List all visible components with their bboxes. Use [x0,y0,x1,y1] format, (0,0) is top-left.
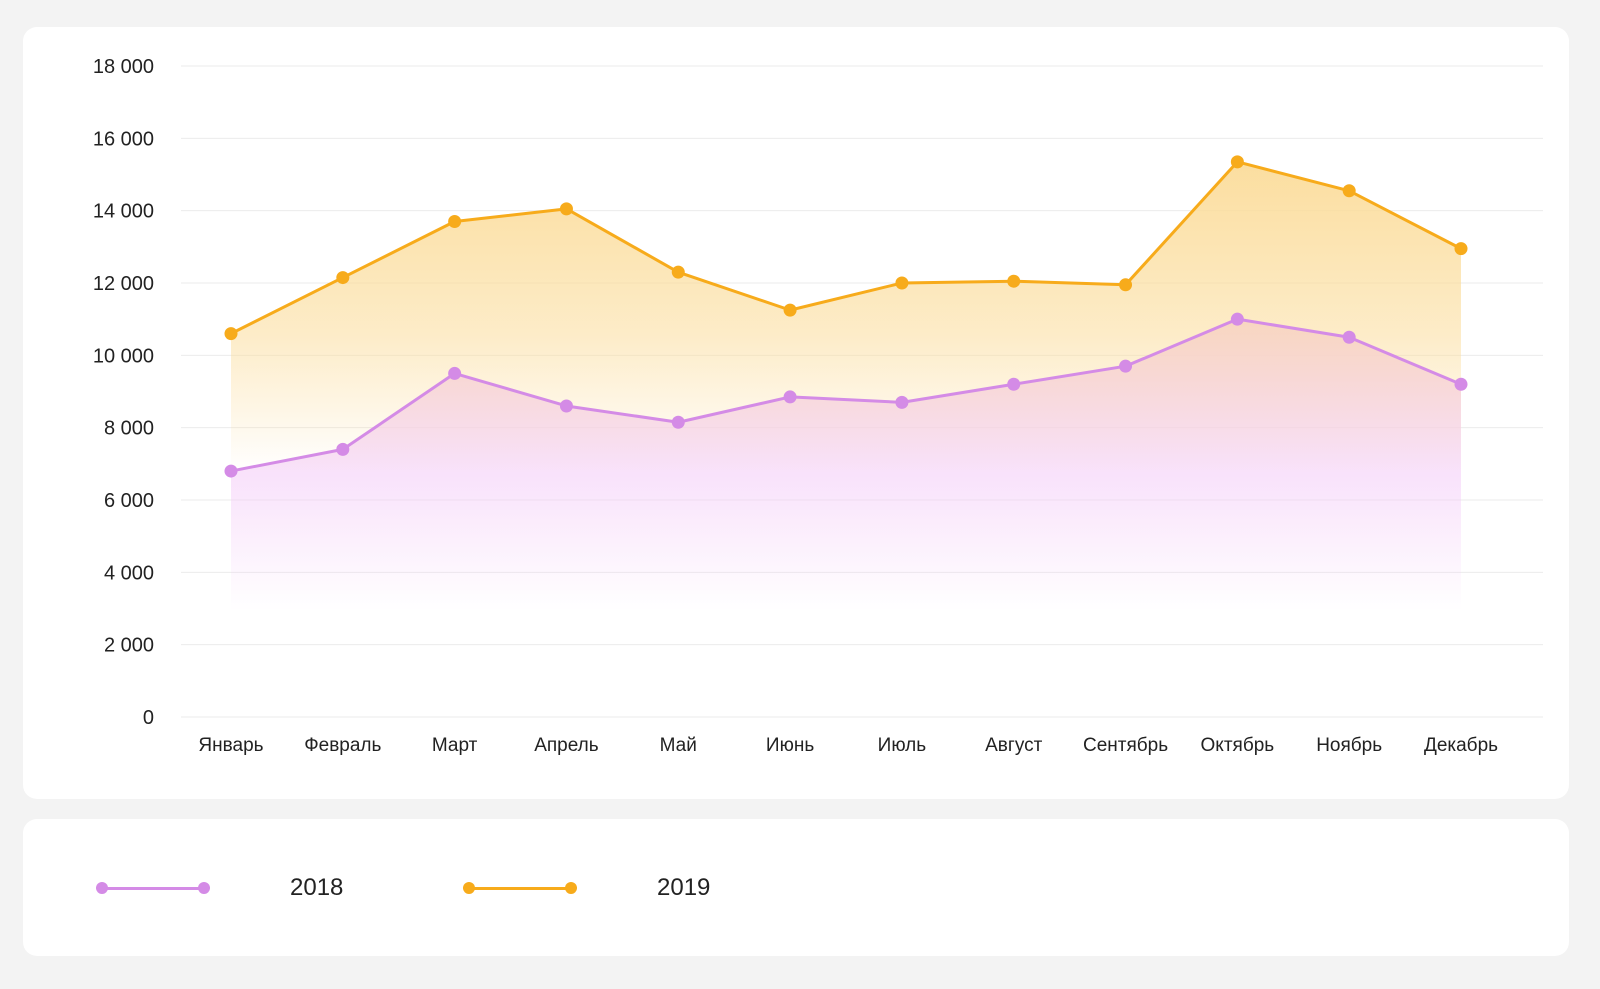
series-line-2018 [230,317,1462,473]
data-point-2018-Сентябрь [1119,359,1133,373]
y-tick-label: 10 000 [93,345,154,367]
x-tick-label: Ноябрь [1316,735,1382,756]
data-point-2019-Февраль [336,271,350,285]
data-point-2018-Апрель [559,399,573,413]
data-point-2018-Февраль [336,442,350,456]
data-point-2018-Март [448,366,462,380]
x-tick-label: Январь [198,735,263,756]
data-point-2019-Май [671,265,685,279]
legend-dot-2018 [96,881,108,894]
data-point-2019-Август [1007,274,1021,288]
data-point-2018-Май [671,415,685,429]
data-point-2019-Октябрь [1230,155,1244,169]
x-tick-label: Октябрь [1201,735,1275,756]
area-fills [231,161,1461,612]
y-tick-label: 18 000 [93,56,154,78]
y-tick-label: 6 000 [104,490,154,512]
data-point-2019-Ноябрь [1342,184,1356,198]
series-lines [230,160,1462,473]
data-point-2019-Март [448,215,462,229]
data-point-2018-Август [1007,377,1021,391]
y-tick-label: 14 000 [93,201,154,223]
data-point-2019-Апрель [559,202,573,216]
x-tick-label: Август [985,735,1042,756]
data-point-2018-Ноябрь [1342,330,1356,344]
x-axis-ticks: Январь Февраль Март Апрель Май Июнь Июль Август… [198,735,1498,756]
x-tick-label: Сентябрь [1083,735,1168,756]
x-tick-label: Июнь [766,735,814,756]
legend-line-2019 [469,886,571,890]
y-tick-label: 12 000 [93,273,154,295]
y-axis-ticks: 0 2 000 4 000 6 000 8 000 10 000 12 000 14 000 1… [93,56,154,729]
data-point-2018-Декабрь [1454,377,1468,391]
data-points [224,155,1468,478]
y-tick-label: 8 000 [104,418,154,440]
data-point-2019-Январь [224,327,238,341]
y-tick-label: 4 000 [104,562,154,584]
legend-dot-2018 [198,881,210,894]
legend: 2018 2019 [23,819,1569,956]
series-line-2019 [230,160,1462,335]
legend-marker-2019 [463,881,577,894]
data-point-2019-Июль [895,276,909,290]
legend-dot-2019 [565,881,577,894]
legend-item-2019: 2019 [463,819,710,956]
chart-panel: 0 2 000 4 000 6 000 8 000 10 000 12 000 14 000 1… [23,27,1569,799]
x-tick-label: Февраль [304,735,381,756]
x-tick-label: Май [660,735,697,756]
legend-marker-2018 [96,881,210,894]
y-tick-label: 16 000 [93,128,154,150]
x-tick-label: Декабрь [1424,735,1498,756]
data-point-2019-Сентябрь [1119,278,1133,292]
x-tick-label: Апрель [534,735,599,756]
data-point-2019-Июнь [783,303,797,317]
y-tick-label: 0 [143,707,154,729]
legend-label-2019: 2019 [657,873,711,901]
data-point-2019-Декабрь [1454,242,1468,256]
data-point-2018-Июнь [783,390,797,404]
legend-label-2018: 2018 [290,873,344,901]
data-point-2018-Октябрь [1230,312,1244,326]
legend-line-2018 [102,886,204,890]
data-point-2018-Январь [224,464,238,478]
line-chart: 0 2 000 4 000 6 000 8 000 10 000 12 000 14 000 1… [93,56,1543,756]
data-point-2018-Июль [895,395,909,409]
area-fill-2019 [231,161,1461,474]
y-tick-label: 2 000 [104,635,154,657]
legend-dot-2019 [463,881,475,894]
x-tick-label: Июль [878,735,927,756]
legend-item-2018: 2018 [96,819,343,956]
x-tick-label: Март [432,735,478,756]
